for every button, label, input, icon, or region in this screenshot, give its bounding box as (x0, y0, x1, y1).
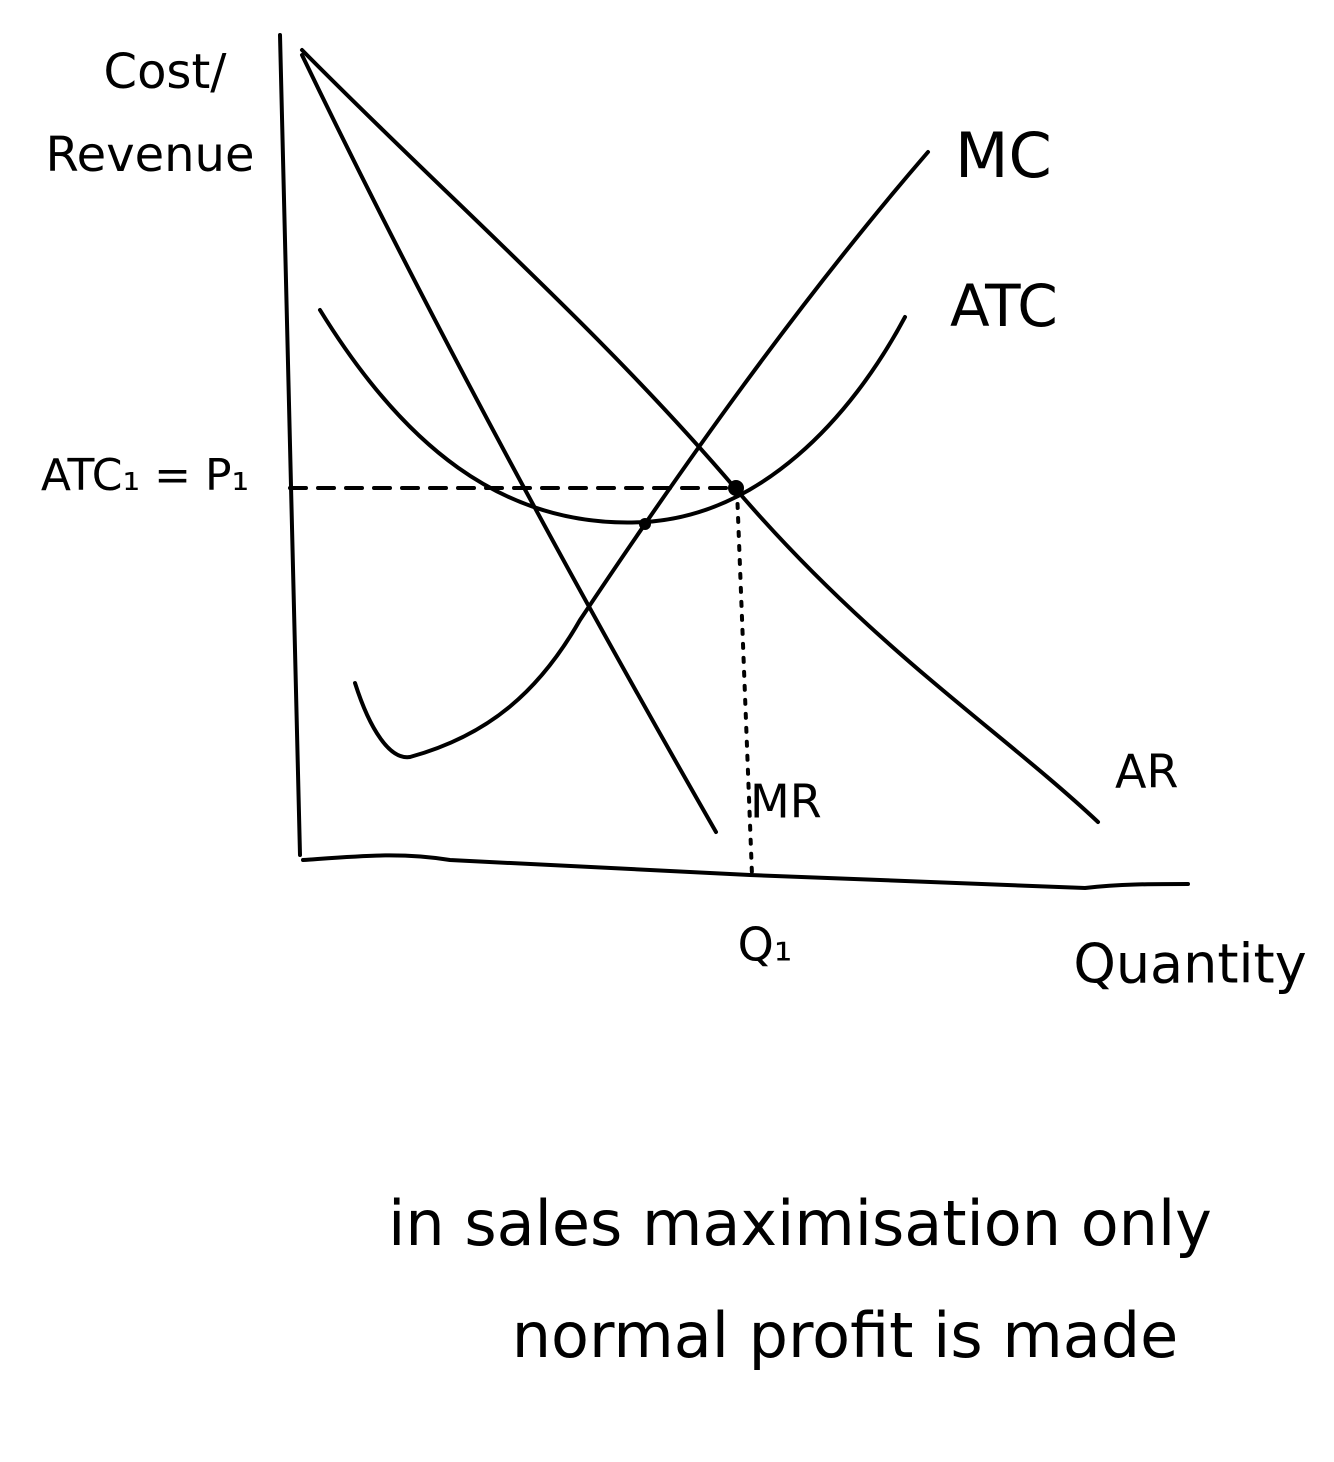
mc-curve (353, 150, 930, 760)
price-label: ATC₁ = P₁ (41, 450, 249, 501)
note: normal profit is made (512, 1299, 1179, 1372)
y-axis-label: Cost/ (104, 44, 228, 100)
y-axis (278, 33, 302, 857)
mr-curve (300, 53, 718, 834)
y-axis-label: Revenue (45, 127, 254, 183)
note: in sales maximisation only (388, 1187, 1212, 1260)
curve-label: ATC (950, 272, 1058, 340)
curve-label: AR (1115, 745, 1178, 799)
curve-label: MR (750, 775, 822, 829)
x-axis (301, 853, 1190, 891)
quantity-guide (735, 488, 754, 877)
quantity-label: Q₁ (738, 918, 793, 972)
mc-atc-point (639, 518, 651, 530)
x-axis-label: Quantity (1073, 933, 1306, 996)
equilibrium-point (728, 480, 744, 496)
curve-label: MC (955, 119, 1052, 192)
